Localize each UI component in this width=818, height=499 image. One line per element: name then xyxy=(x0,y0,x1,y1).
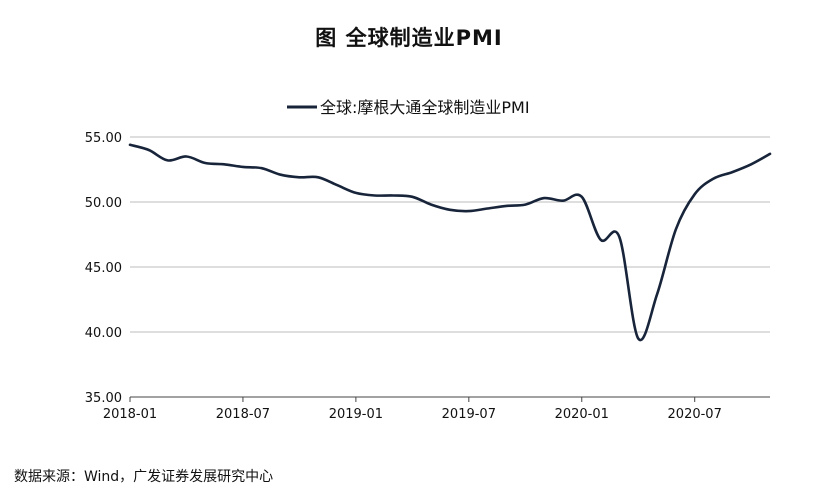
y-tick-label-2: 45.00 xyxy=(85,261,122,276)
x-tick-label-1: 2018-07 xyxy=(216,407,270,422)
series-line-0 xyxy=(128,143,772,342)
source-note: 数据来源：Wind，广发证券发展研究中心 xyxy=(14,469,274,485)
x-tick-label-5: 2020-07 xyxy=(668,407,722,422)
x-axis: 2018-01 2018-07 2019-01 2019-07 2020-01 2020-… xyxy=(103,396,770,422)
plot-area xyxy=(128,143,772,342)
y-axis: 35.00 40.00 45.00 50.00 55.00 xyxy=(85,131,122,406)
y-tick-label-1: 40.00 xyxy=(85,326,122,341)
legend-label: 全球:摩根大通全球制造业PMI xyxy=(320,98,530,117)
figure-title: 图 全球制造业PMI xyxy=(315,26,503,50)
x-tick-label-2: 2019-01 xyxy=(329,407,383,422)
x-tick-label-4: 2020-01 xyxy=(555,407,609,422)
y-tick-label-3: 50.00 xyxy=(85,196,122,211)
y-tick-label-0: 35.00 xyxy=(85,391,122,406)
x-tick-label-0: 2018-01 xyxy=(103,407,157,422)
pmi-line-chart: 全球:摩根大通全球制造业PMI 35.00 40.00 45.00 50.00 55.0… xyxy=(85,98,772,422)
grid-lines xyxy=(130,136,770,333)
x-tick-label-3: 2019-07 xyxy=(442,407,496,422)
chart-legend: 全球:摩根大通全球制造业PMI xyxy=(287,98,530,117)
y-tick-label-4: 55.00 xyxy=(85,131,122,146)
